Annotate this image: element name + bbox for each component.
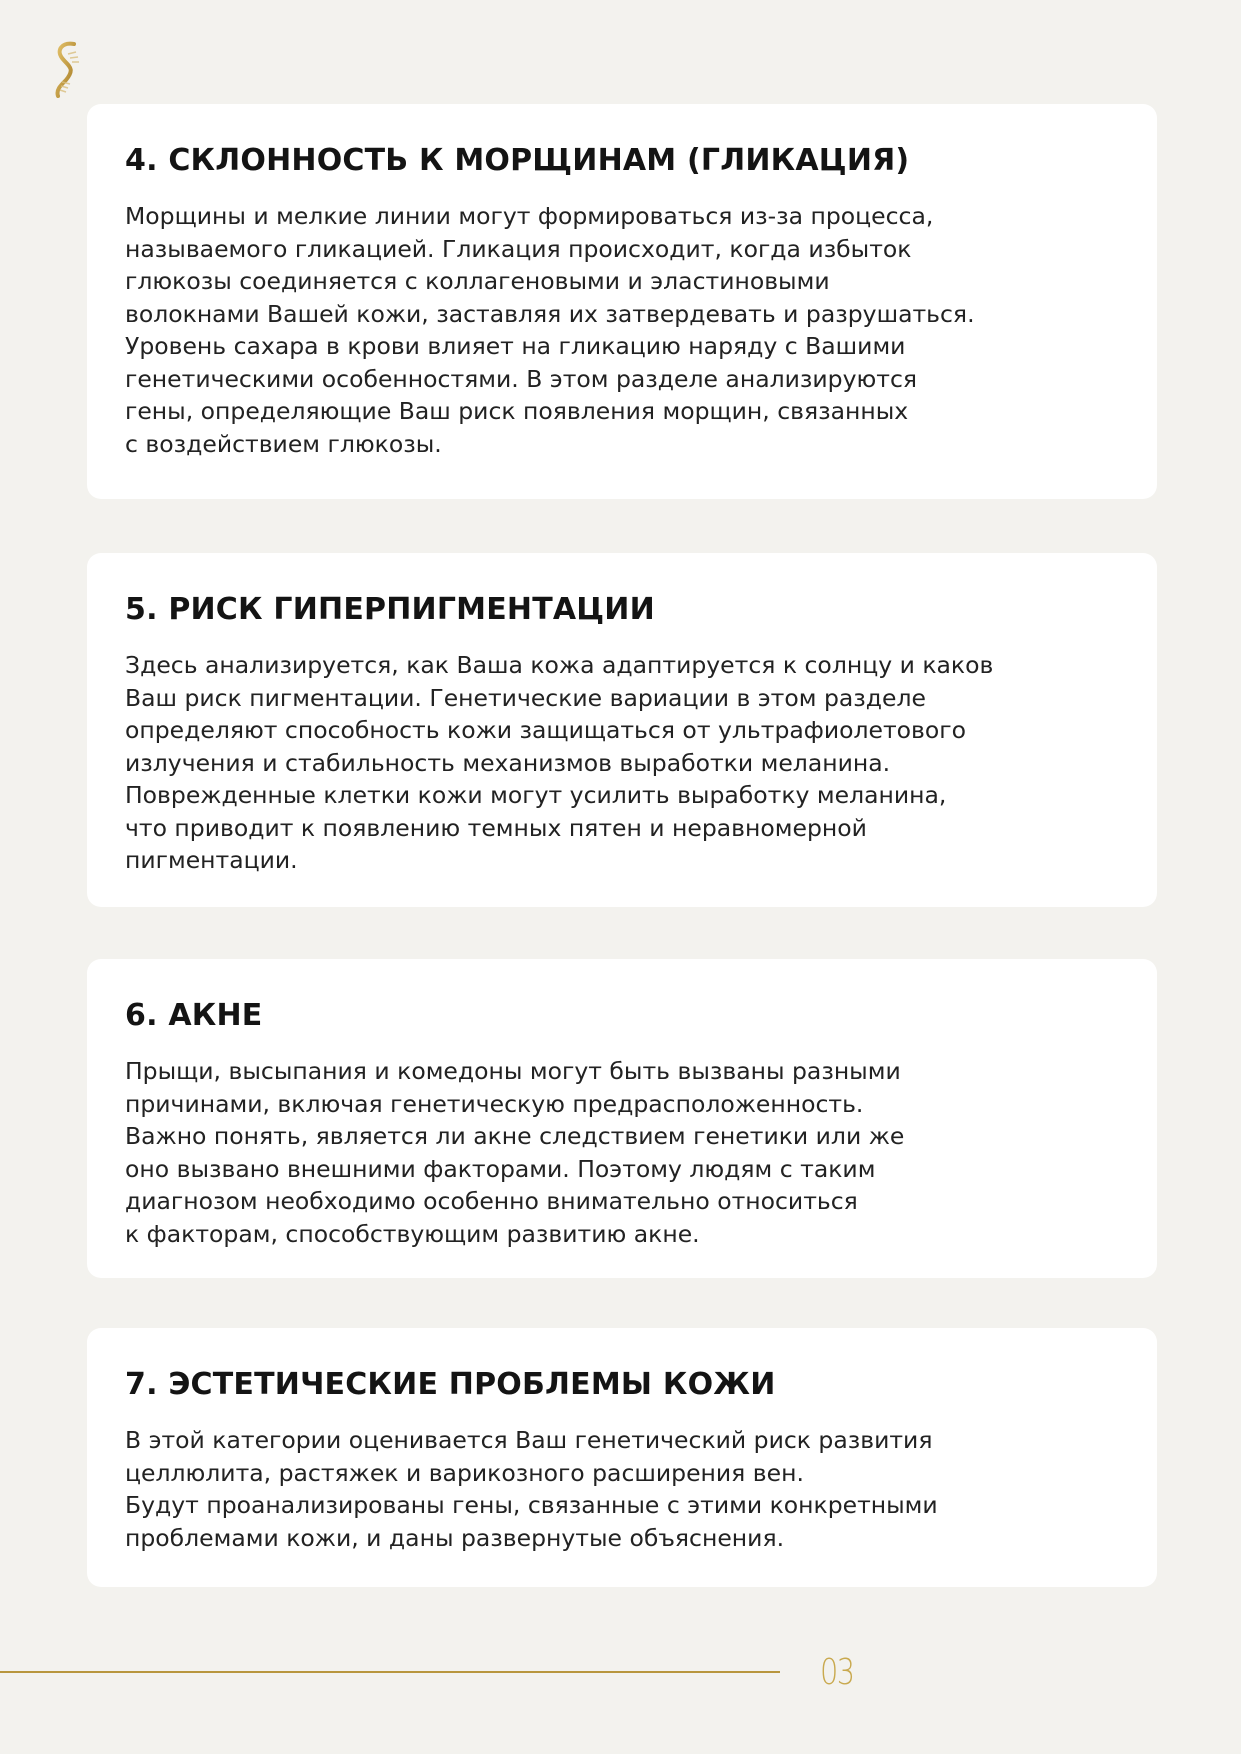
section-title: 7. ЭСТЕТИЧЕСКИЕ ПРОБЛЕМЫ КОЖИ [125, 1367, 776, 1402]
dna-helix-icon [55, 41, 79, 98]
section-card-aesthetic-skin-problems: 7. ЭСТЕТИЧЕСКИЕ ПРОБЛЕМЫ КОЖИ В этой кат… [87, 1328, 1157, 1587]
section-text: Здесь анализируется, как Ваша кожа адапт… [125, 651, 994, 874]
section-title: 4. СКЛОННОСТЬ К МОРЩИНАМ (ГЛИКАЦИЯ) [125, 143, 910, 178]
section-card-hyperpigmentation: 5. РИСК ГИПЕРПИГМЕНТАЦИИ Здесь анализиру… [87, 553, 1157, 907]
section-text: В этой категории оценивается Ваш генетич… [125, 1426, 938, 1552]
section-card-acne: 6. АКНЕ Прыщи, высыпания и комедоны могу… [87, 959, 1157, 1278]
section-card-glycation: 4. СКЛОННОСТЬ К МОРЩИНАМ (ГЛИКАЦИЯ) Морщ… [87, 104, 1157, 499]
section-text: Прыщи, высыпания и комедоны могут быть в… [125, 1057, 905, 1248]
page-number: 03 [820, 1652, 855, 1693]
section-title: 5. РИСК ГИПЕРПИГМЕНТАЦИИ [125, 592, 655, 627]
footer-divider [0, 1671, 780, 1673]
section-title: 6. АКНЕ [125, 998, 263, 1033]
section-text: Морщины и мелкие линии могут формировать… [125, 202, 975, 458]
